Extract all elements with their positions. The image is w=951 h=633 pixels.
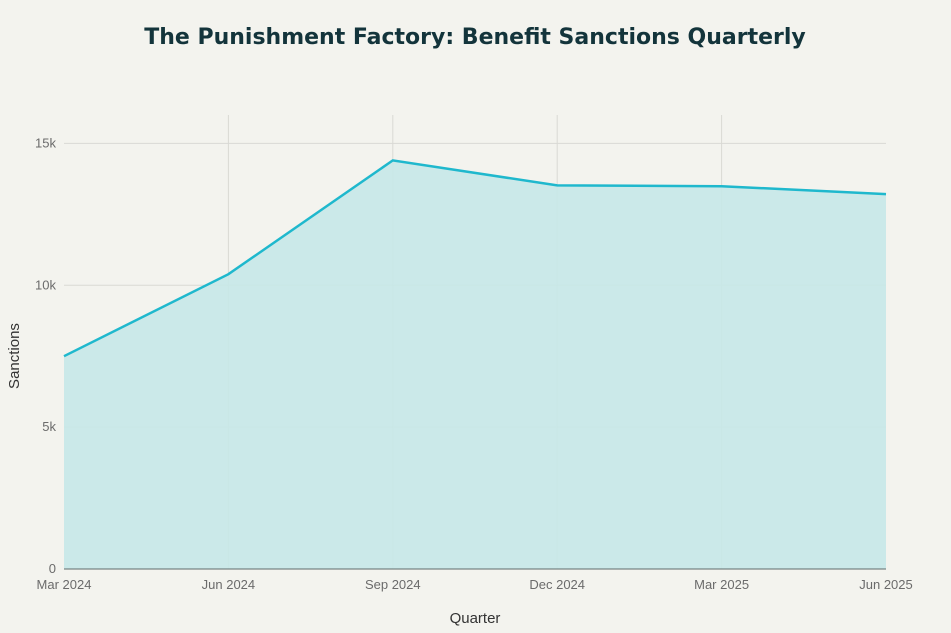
- series-line: [63, 159, 887, 358]
- y-tick-labels: 0 5k 10k 15k: [35, 135, 56, 576]
- x-tick-labels: Mar 2024 Jun 2024 Sep 2024 Dec 2024 Mar 2025…: [37, 577, 913, 592]
- y-tick-label: 5k: [42, 419, 56, 434]
- chart-title: The Punishment Factory: Benefit Sanction…: [144, 25, 806, 50]
- y-tick-label: 15k: [35, 135, 56, 150]
- area-fill: [64, 160, 886, 569]
- x-axis-label: Quarter: [450, 610, 501, 627]
- x-tick-label: Jun 2024: [202, 577, 256, 592]
- y-tick-label: 10k: [35, 277, 56, 292]
- y-axis-label: Sanctions: [6, 323, 23, 389]
- x-tick-label: Sep 2024: [365, 577, 421, 592]
- y-tick-label: 0: [49, 561, 56, 576]
- x-tick-label: Mar 2024: [37, 577, 92, 592]
- x-tick-label: Dec 2024: [529, 577, 585, 592]
- x-tick-label: Mar 2025: [694, 577, 749, 592]
- x-tick-label: Jun 2025: [859, 577, 913, 592]
